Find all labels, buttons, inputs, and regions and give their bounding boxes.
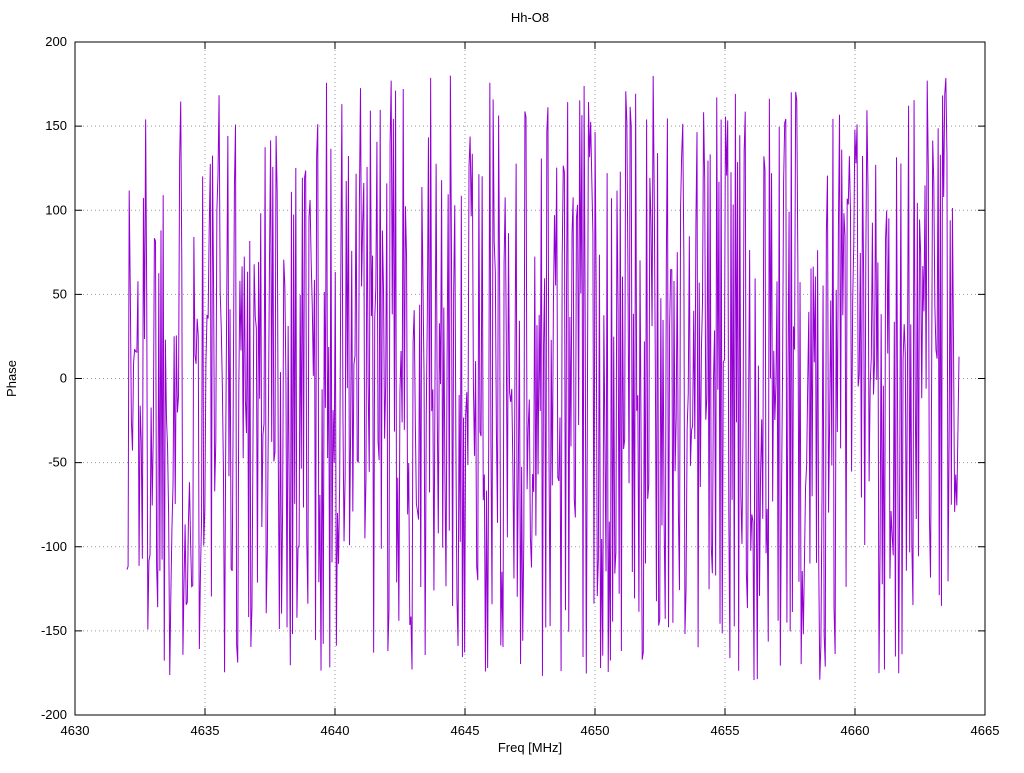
x-tick-label: 4640 bbox=[321, 723, 350, 738]
x-tick-label: 4655 bbox=[711, 723, 740, 738]
y-tick-label: 100 bbox=[45, 202, 67, 217]
x-tick-label: 4635 bbox=[191, 723, 220, 738]
chart-title: Hh-O8 bbox=[511, 10, 549, 25]
y-tick-label: 50 bbox=[53, 286, 67, 301]
x-tick-label: 4650 bbox=[581, 723, 610, 738]
x-tick-label: 4660 bbox=[841, 723, 870, 738]
y-tick-label: 0 bbox=[60, 371, 67, 386]
y-tick-label: -100 bbox=[41, 539, 67, 554]
x-axis-label: Freq [MHz] bbox=[498, 740, 562, 755]
y-tick-label: -50 bbox=[48, 455, 67, 470]
x-tick-label: 4645 bbox=[451, 723, 480, 738]
y-tick-label: -150 bbox=[41, 623, 67, 638]
y-tick-label: -200 bbox=[41, 707, 67, 722]
tick-labels: 4630 4635 4640 4645 4650 4655 4660 4665 -200 -150… bbox=[41, 34, 999, 738]
x-tick-label: 4630 bbox=[61, 723, 90, 738]
y-tick-label: 150 bbox=[45, 118, 67, 133]
y-tick-label: 200 bbox=[45, 34, 67, 49]
x-tick-label: 4665 bbox=[971, 723, 1000, 738]
y-axis-label: Phase bbox=[4, 360, 19, 397]
axis-ticks bbox=[74, 41, 986, 716]
phase-data-line bbox=[126, 75, 960, 680]
